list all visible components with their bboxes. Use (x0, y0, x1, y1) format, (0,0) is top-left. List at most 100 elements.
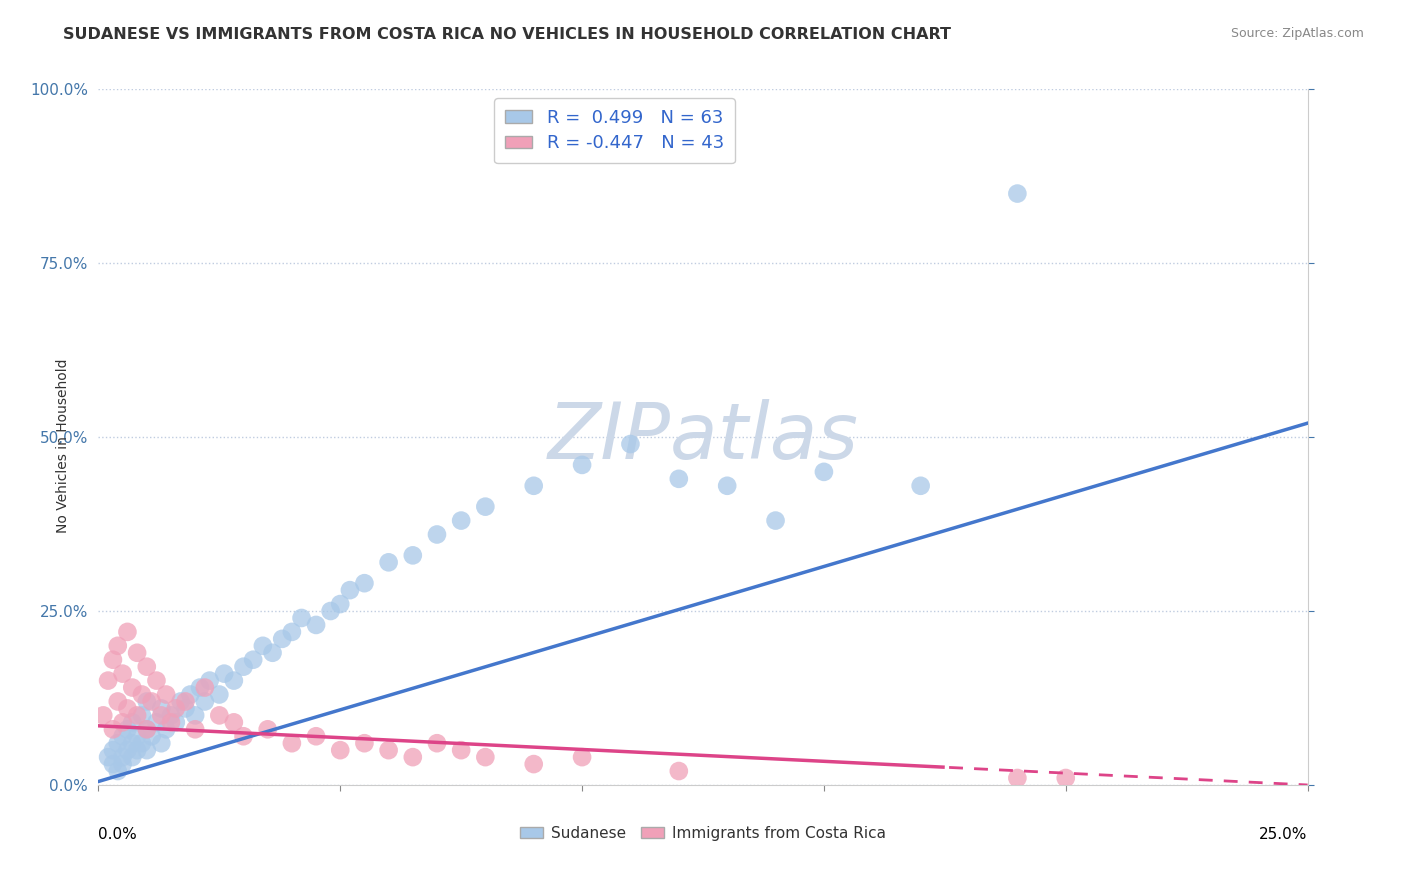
Point (262, 646, 284, 660)
Point (127, 646, 149, 660)
Point (127, 743, 149, 757)
Point (101, 757, 124, 772)
Point (252, 639, 274, 653)
Point (232, 729, 254, 743)
Point (329, 597, 352, 611)
Point (107, 694, 129, 708)
Point (198, 673, 221, 688)
Point (208, 688, 231, 702)
Point (155, 723, 177, 737)
Point (194, 694, 217, 708)
Point (111, 750, 134, 764)
Point (107, 736, 129, 750)
Point (150, 736, 173, 750)
Text: 25.0%: 25.0% (1260, 827, 1308, 842)
Point (426, 527, 449, 541)
Point (111, 757, 134, 772)
Point (450, 514, 472, 528)
Legend: Sudanese, Immigrants from Costa Rica: Sudanese, Immigrants from Costa Rica (515, 820, 891, 847)
Point (619, 437, 641, 451)
Point (222, 673, 245, 688)
Point (121, 736, 143, 750)
Point (160, 708, 183, 723)
Point (127, 729, 149, 743)
Point (101, 723, 124, 737)
Point (402, 549, 425, 563)
Text: ZIPatlas: ZIPatlas (547, 399, 859, 475)
Point (111, 715, 134, 730)
Point (135, 659, 157, 673)
Point (97, 673, 120, 688)
Point (121, 715, 143, 730)
Point (194, 681, 217, 695)
Point (910, 479, 932, 493)
Point (668, 764, 690, 778)
Point (212, 666, 235, 681)
Point (281, 624, 304, 639)
Point (107, 639, 129, 653)
Point (169, 694, 191, 708)
Point (256, 723, 278, 737)
Point (523, 757, 546, 772)
Point (242, 653, 264, 667)
Point (290, 611, 312, 625)
Point (131, 708, 153, 723)
Point (121, 750, 143, 764)
Point (101, 743, 124, 757)
Point (150, 701, 173, 715)
Point (353, 736, 375, 750)
Text: No Vehicles in Household: No Vehicles in Household (56, 359, 70, 533)
Point (179, 688, 201, 702)
Point (377, 743, 399, 757)
Point (165, 701, 187, 715)
Point (160, 715, 183, 730)
Point (474, 750, 496, 764)
Point (571, 458, 593, 472)
Point (765, 514, 787, 528)
Point (117, 701, 139, 715)
Point (377, 555, 399, 569)
Point (1054, 771, 1077, 785)
Point (329, 743, 352, 757)
Point (426, 736, 449, 750)
Point (127, 708, 149, 723)
Point (174, 701, 197, 715)
Text: SUDANESE VS IMMIGRANTS FROM COSTA RICA NO VEHICLES IN HOUSEHOLD CORRELATION CHAR: SUDANESE VS IMMIGRANTS FROM COSTA RICA N… (63, 27, 952, 42)
Point (281, 736, 304, 750)
Point (174, 694, 197, 708)
Point (111, 729, 134, 743)
Point (305, 729, 328, 743)
Point (222, 715, 245, 730)
Point (571, 750, 593, 764)
Point (184, 723, 207, 737)
Point (135, 694, 157, 708)
Point (339, 583, 361, 598)
Point (188, 681, 211, 695)
Point (135, 723, 157, 737)
Point (155, 688, 177, 702)
Point (165, 715, 187, 730)
Point (208, 708, 231, 723)
Point (117, 743, 139, 757)
Text: 0.0%: 0.0% (98, 827, 138, 842)
Point (150, 708, 173, 723)
Point (121, 681, 143, 695)
Point (1007, 186, 1029, 201)
Point (131, 736, 153, 750)
Point (145, 673, 167, 688)
Point (716, 479, 738, 493)
Point (474, 500, 496, 514)
Point (145, 715, 167, 730)
Point (232, 659, 254, 673)
Point (668, 472, 690, 486)
Point (184, 708, 207, 723)
Point (131, 688, 153, 702)
Point (117, 723, 139, 737)
Point (135, 743, 157, 757)
Point (117, 624, 139, 639)
Point (141, 694, 163, 708)
Point (353, 576, 375, 591)
Point (135, 723, 157, 737)
Point (523, 479, 546, 493)
Point (402, 750, 425, 764)
